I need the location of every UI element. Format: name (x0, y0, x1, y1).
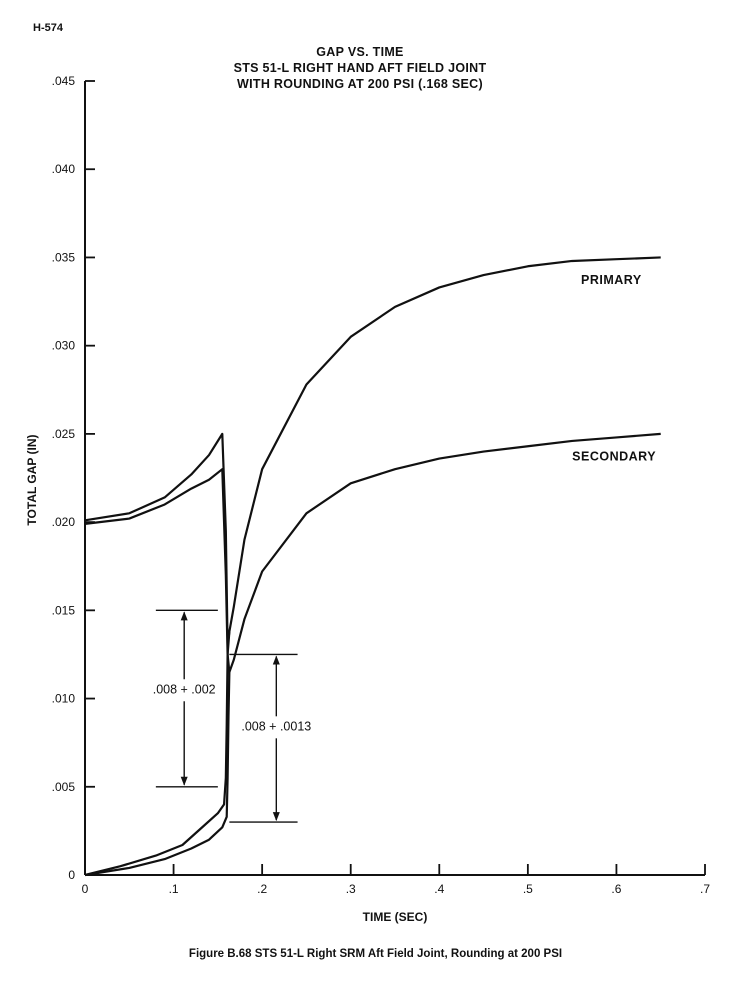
annotations: .008 + .002 .008 + .0013 (153, 609, 311, 823)
chart-title-line-1: GAP VS. TIME (316, 45, 404, 59)
series-line-lower-branch (84, 631, 231, 877)
figure-caption: Figure B.68 STS 51-L Right SRM Aft Field… (188, 948, 563, 960)
x-tick-label: .7 (700, 882, 710, 896)
annotation-arrow-head (272, 812, 280, 822)
series-label-secondary: SECONDARY (572, 449, 656, 463)
series-lines: PRIMARY SECONDARY (84, 256, 661, 877)
x-tick-label: .5 (523, 882, 533, 896)
x-tick-label: .6 (611, 882, 621, 896)
series-line-primary (84, 256, 661, 647)
y-tick-label: .030 (52, 339, 76, 353)
annotation-arrow-head (180, 776, 188, 786)
y-tick-label: .005 (52, 780, 76, 794)
page-id: H-574 (33, 22, 63, 34)
y-tick-label: .025 (52, 427, 76, 441)
y-tick-label: .035 (52, 250, 76, 264)
x-tick-label: .2 (257, 882, 267, 896)
x-tick-label: .3 (346, 882, 356, 896)
y-tick-label: 0 (68, 868, 75, 882)
annotation-label-1: .008 + .002 (153, 682, 216, 696)
y-tick-label: .010 (52, 692, 76, 706)
x-tick-label: 0 (82, 882, 89, 896)
series-label-primary: PRIMARY (581, 273, 642, 287)
y-tick-label: .045 (52, 74, 76, 88)
annotation-arrow-head (272, 655, 280, 665)
x-tick-label: .1 (169, 882, 179, 896)
chart-title-line-2: STS 51-L RIGHT HAND AFT FIELD JOINT (233, 61, 487, 75)
annotation-arrow-head (180, 611, 188, 621)
series-line-lower-branch (84, 672, 231, 877)
x-axis-label: TIME (SEC) (363, 910, 428, 924)
y-axis-label: TOTAL GAP (IN) (25, 434, 39, 525)
y-tick-label: .020 (52, 515, 76, 529)
y-tick-label: .015 (52, 603, 76, 617)
chart-title-line-3: WITH ROUNDING AT 200 PSI (.168 SEC) (237, 77, 483, 91)
x-tick-label: .4 (434, 882, 444, 896)
series-line-secondary (84, 432, 661, 674)
y-tick-label: .040 (52, 162, 76, 176)
axes: 0 .005 .010 .015 .020 .025 .030 .035 .040 .045 0 .1… (52, 74, 711, 896)
annotation-label-2: .008 + .0013 (241, 719, 311, 733)
